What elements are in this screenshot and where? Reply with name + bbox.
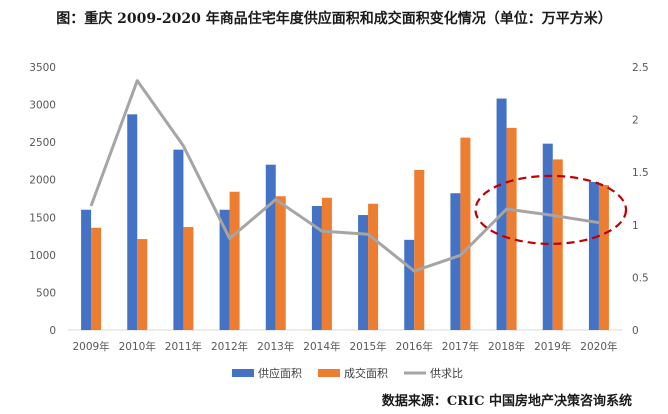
bar-supply [219, 209, 230, 330]
chart-title: 图：重庆 2009-2020 年商品住宅年度供应面积和成交面积变化情况（单位：万… [56, 11, 612, 27]
line-point [459, 254, 461, 256]
bar-transaction [368, 203, 379, 330]
legend-swatch-0 [232, 369, 254, 377]
right-tick-label: 1.5 [632, 167, 649, 179]
line-point [598, 222, 600, 224]
left-tick-label: 3000 [29, 100, 56, 112]
bar-transaction [506, 127, 517, 330]
bar-transaction [598, 184, 609, 330]
right-tick-label: 0 [632, 325, 639, 337]
bar-supply [542, 143, 553, 330]
x-tick-label: 2009年 [72, 340, 109, 353]
x-tick-label: 2016年 [396, 340, 433, 353]
x-tick-label: 2014年 [303, 340, 340, 353]
right-tick-label: 2.5 [632, 62, 649, 74]
bar-transaction [321, 197, 332, 330]
line-point [552, 214, 554, 216]
right-tick-label: 2 [632, 115, 639, 127]
bar-transaction [91, 227, 102, 330]
x-tick-label: 2013年 [257, 340, 294, 353]
line-series-group [89, 79, 600, 273]
line-point [275, 199, 277, 201]
line-point [90, 205, 92, 207]
bar-supply [173, 149, 184, 330]
left-y-axis: 0 500 1000 1500 2000 2500 3000 3500 [29, 62, 56, 337]
right-tick-label: 0.5 [632, 272, 649, 284]
bar-transaction [183, 227, 194, 330]
legend: 供应面积 成交面积 供求比 [232, 366, 463, 380]
right-tick-label: 1 [632, 220, 639, 232]
bar-supply [311, 206, 322, 330]
annotation-ellipse [474, 174, 628, 245]
legend-label: 供应面积 [258, 366, 302, 380]
bar-supply [81, 209, 92, 330]
legend-swatch-1 [318, 369, 340, 377]
x-tick-label: 2017年 [442, 340, 479, 353]
line-point [229, 237, 231, 239]
x-tick-label: 2019年 [534, 340, 571, 353]
legend-label: 供求比 [430, 366, 463, 380]
bar-series-group [81, 98, 609, 330]
source-note: 数据来源：CRIC 中国房地产决策咨询系统 [381, 394, 632, 409]
left-tick-label: 2500 [29, 137, 56, 149]
bar-transaction [229, 191, 240, 330]
line-point [321, 230, 323, 232]
bar-transaction [275, 196, 286, 330]
line-point [413, 270, 415, 272]
x-tick-label: 2015年 [349, 340, 386, 353]
x-tick-label: 2010年 [119, 340, 156, 353]
bar-supply [404, 239, 415, 330]
x-tick-label: 2011年 [165, 340, 202, 353]
bar-transaction [137, 239, 148, 330]
x-tick-label: 2020年 [580, 340, 617, 353]
left-tick-label: 3500 [29, 62, 56, 74]
x-tick-label: 2012年 [211, 340, 248, 353]
bar-supply [450, 193, 461, 330]
bar-supply [265, 164, 276, 330]
left-tick-label: 1500 [29, 212, 56, 224]
bar-supply [588, 181, 599, 330]
left-tick-label: 1000 [29, 250, 56, 262]
line-point [136, 80, 138, 82]
right-y-axis: 0 0.5 1 1.5 2 2.5 [632, 62, 649, 337]
left-tick-label: 0 [49, 325, 56, 337]
bar-supply [358, 215, 369, 330]
annotation-group [474, 174, 628, 245]
bar-supply [127, 114, 138, 330]
line-point [182, 145, 184, 147]
line-supply-demand-ratio [89, 79, 600, 273]
x-tick-label: 2018年 [488, 340, 525, 353]
bar-transaction [414, 169, 425, 330]
x-axis: 2009年 2010年 2011年 2012年 2013年 2014年 2015年 2016年… [68, 329, 622, 353]
left-tick-label: 500 [36, 287, 56, 299]
legend-label: 成交面积 [344, 366, 388, 380]
bar-transaction [460, 137, 471, 330]
line-point [367, 233, 369, 235]
left-tick-label: 2000 [29, 175, 56, 187]
line-point [506, 208, 508, 210]
